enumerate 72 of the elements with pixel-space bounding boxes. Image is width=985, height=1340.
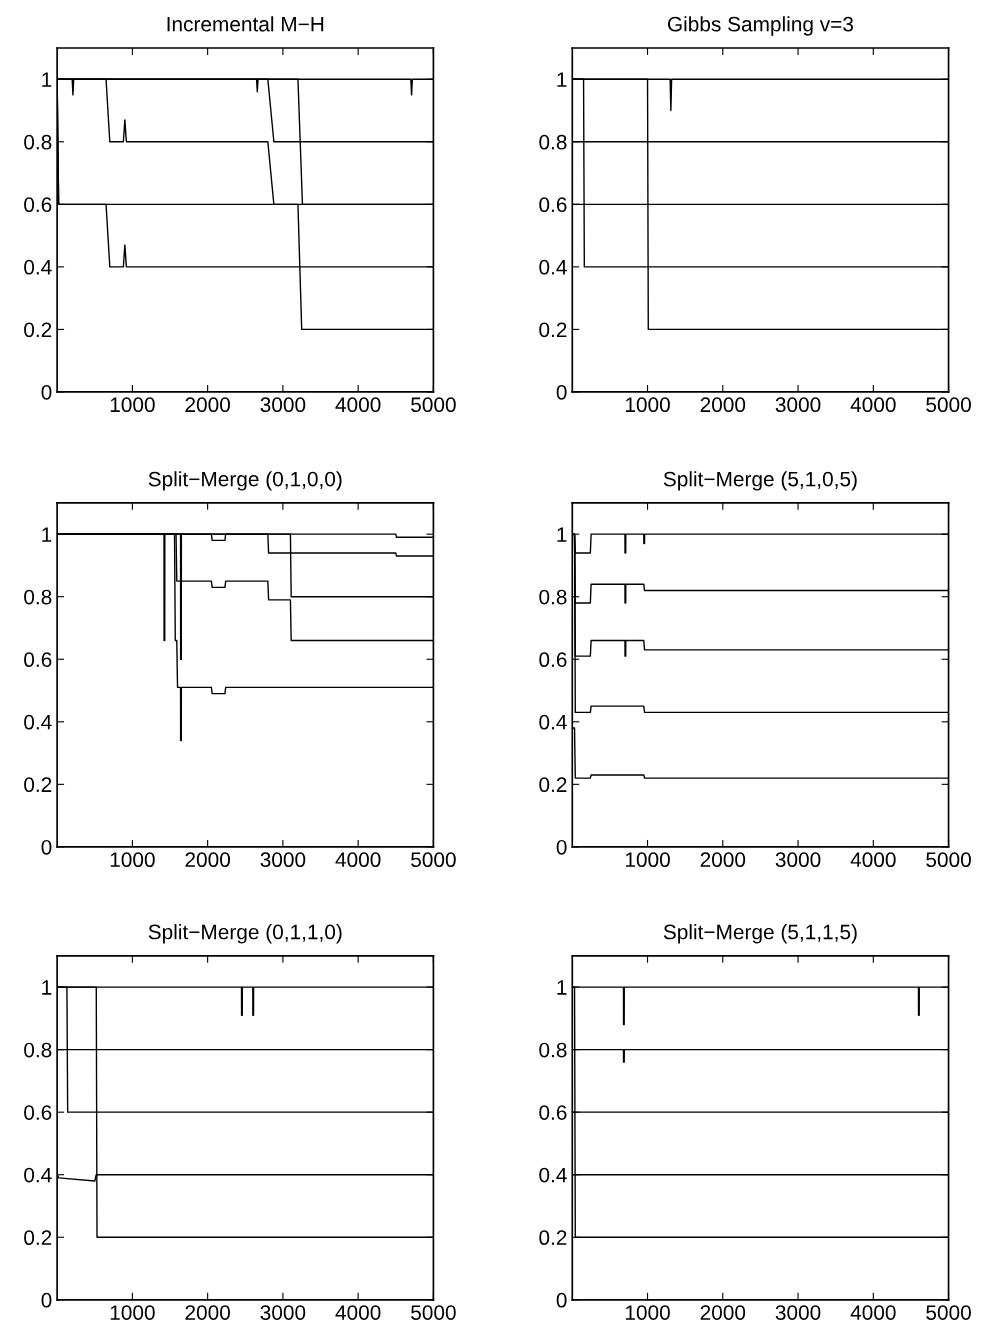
x-tick-label: 4000 xyxy=(850,1305,896,1320)
y-tick-label: 0.4 xyxy=(539,259,567,275)
y-tick-label: 0.8 xyxy=(24,134,52,150)
x-tick-label: 2000 xyxy=(700,852,746,868)
x-tick-label: 2000 xyxy=(185,397,230,413)
x-tick-label: 3000 xyxy=(775,397,821,413)
x-tick-label: 5000 xyxy=(926,397,971,413)
y-tick-label: 0.2 xyxy=(24,1230,52,1246)
x-tick-label: 2000 xyxy=(185,1305,230,1320)
y-tick-label: 0 xyxy=(556,1292,567,1308)
y-tick-label: 1 xyxy=(557,527,567,542)
x-tick-label: 3000 xyxy=(260,1305,306,1320)
y-tick-label: 1 xyxy=(557,980,567,995)
y-tick-label: 0.8 xyxy=(539,589,567,605)
x-tick-label: 1000 xyxy=(625,852,670,868)
y-tick-label: 0.4 xyxy=(539,1167,567,1183)
x-tick-label: 4000 xyxy=(335,852,381,868)
y-tick-label: 1 xyxy=(42,72,52,87)
y-tick-label: 1 xyxy=(557,72,567,87)
y-tick-label: 0.2 xyxy=(539,777,567,793)
y-tick-label: 0.6 xyxy=(24,652,52,668)
y-tick-label: 0.6 xyxy=(24,1105,52,1120)
x-tick-label: 1000 xyxy=(110,397,155,413)
x-tick-label: 2000 xyxy=(185,852,230,868)
x-tick-label: 5000 xyxy=(926,1305,971,1320)
y-tick-label: 0 xyxy=(41,1292,52,1308)
y-tick-label: 0.4 xyxy=(539,714,567,730)
y-tick-label: 0.8 xyxy=(24,1042,52,1058)
y-tick-label: 0.8 xyxy=(539,1042,567,1058)
x-tick-label: 5000 xyxy=(411,1305,456,1320)
y-tick-label: 0.6 xyxy=(539,652,567,668)
y-tick-label: 1 xyxy=(42,980,52,995)
y-tick-label: 0 xyxy=(556,839,567,855)
x-tick-label: 1000 xyxy=(625,397,670,413)
x-tick-label: 3000 xyxy=(775,1305,821,1320)
chart-title: Split−Merge (5,1,1,5) xyxy=(663,924,857,944)
y-tick-label: 0.6 xyxy=(539,197,567,213)
y-tick-label: 0.6 xyxy=(24,197,52,213)
x-tick-label: 2000 xyxy=(700,397,746,413)
y-tick-label: 0.2 xyxy=(24,777,52,793)
y-tick-label: 0.2 xyxy=(539,1230,567,1246)
x-tick-label: 2000 xyxy=(700,1305,746,1320)
x-tick-label: 1000 xyxy=(110,1305,155,1320)
x-tick-label: 5000 xyxy=(411,397,456,413)
x-tick-label: 3000 xyxy=(775,852,821,868)
x-tick-label: 5000 xyxy=(926,852,971,868)
x-tick-label: 4000 xyxy=(335,397,381,413)
y-tick-label: 0.2 xyxy=(24,322,52,338)
x-tick-label: 4000 xyxy=(335,1305,381,1320)
x-tick-label: 1000 xyxy=(110,852,155,868)
y-tick-label: 0.4 xyxy=(24,1167,52,1183)
x-tick-label: 3000 xyxy=(260,397,306,413)
x-tick-label: 3000 xyxy=(260,852,306,868)
y-tick-label: 0 xyxy=(41,384,52,400)
x-tick-label: 5000 xyxy=(411,852,456,868)
chart-title: Split−Merge (0,1,0,0) xyxy=(148,471,342,491)
y-tick-label: 0.4 xyxy=(24,259,52,275)
chart-title: Split−Merge (5,1,0,5) xyxy=(663,471,857,491)
y-tick-label: 0 xyxy=(556,384,567,400)
chart-title: Split−Merge (0,1,1,0) xyxy=(148,924,342,944)
chart-title: Gibbs Sampling v=3 xyxy=(667,16,854,36)
y-tick-label: 0.8 xyxy=(24,589,52,605)
y-tick-label: 0.6 xyxy=(539,1105,567,1120)
x-tick-label: 4000 xyxy=(850,397,896,413)
y-tick-label: 0.4 xyxy=(24,714,52,730)
y-tick-label: 0.2 xyxy=(539,322,567,338)
y-tick-label: 1 xyxy=(42,527,52,542)
x-tick-label: 4000 xyxy=(850,852,896,868)
y-tick-label: 0.8 xyxy=(539,134,567,150)
chart-title: Incremental M−H xyxy=(167,16,324,32)
x-tick-label: 1000 xyxy=(625,1305,670,1320)
y-tick-label: 0 xyxy=(41,839,52,855)
